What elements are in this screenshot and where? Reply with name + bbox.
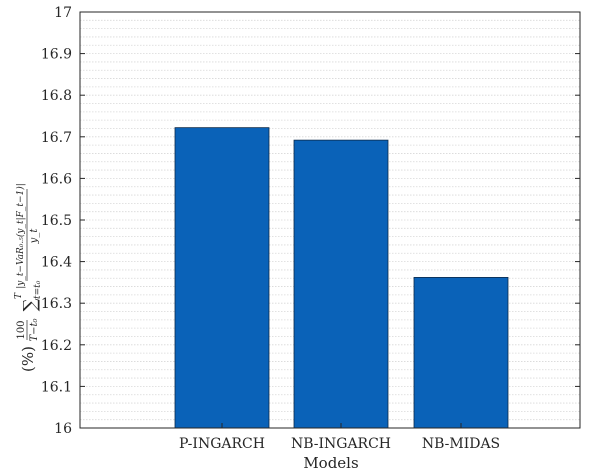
y-axis-title: (%) 100 T−t₀ ∑ T t=t₀ |y_t−VaR₀.₅(y_t|F_…: [14, 183, 43, 372]
svg-text:100: 100: [16, 320, 27, 339]
x-tick-label: NB-INGARCH: [291, 436, 391, 452]
svg-text:y_t: y_t: [29, 228, 40, 245]
y-tick-label: 16.9: [41, 47, 72, 63]
svg-text:∑: ∑: [20, 298, 41, 311]
y-tick-label: 16: [54, 421, 72, 437]
x-axis-title: Models: [303, 454, 358, 472]
y-tick-label: 16.7: [41, 130, 72, 146]
x-axis: P-INGARCH NB-INGARCH NB-MIDAS: [179, 423, 500, 452]
bar-nb-ingarch: [293, 139, 389, 429]
svg-text:T: T: [14, 292, 24, 299]
y-tick-label: 16.8: [41, 88, 72, 104]
y-tick-label: 16.1: [41, 379, 72, 395]
y-tick-label: 16.3: [41, 296, 72, 312]
bar-p-ingarch: [174, 127, 270, 429]
svg-text:(%): (%): [19, 346, 37, 372]
y-axis: 16 16.1 16.2 16.3 16.4 16.5 16.6 16.7 16.8 16.9 17: [41, 5, 580, 437]
bars: [174, 127, 509, 429]
x-tick-label: NB-MIDAS: [422, 436, 500, 452]
y-tick-label: 17: [54, 5, 72, 21]
y-tick-label: 16.5: [41, 213, 72, 229]
svg-text:t=t₀: t=t₀: [33, 280, 43, 299]
svg-text:T−t₀: T−t₀: [29, 318, 40, 341]
svg-text:|y_t−VaR₀.₅(y_t|F_t−1)|: |y_t−VaR₀.₅(y_t|F_t−1)|: [15, 183, 26, 289]
bar-nb-midas: [413, 277, 509, 429]
x-tick-label: P-INGARCH: [179, 436, 265, 452]
y-tick-label: 16.4: [41, 255, 72, 271]
y-tick-label: 16.2: [41, 338, 72, 354]
y-tick-label: 16.6: [41, 171, 72, 187]
